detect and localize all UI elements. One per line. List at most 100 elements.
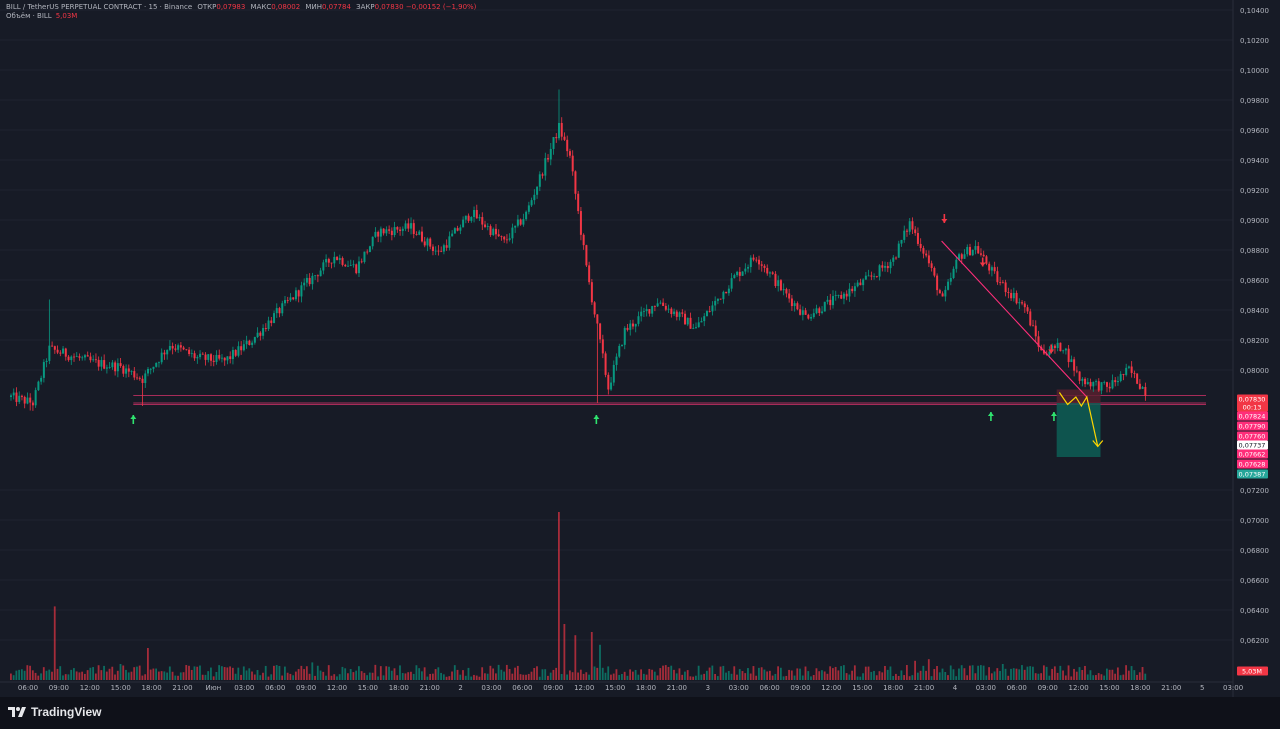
volume-bar [174, 675, 177, 680]
volume-bar [144, 674, 147, 680]
symbol-title[interactable]: BILL / TetherUS PERPETUAL CONTRACT · 15 … [6, 3, 193, 11]
volume-bar [851, 670, 853, 680]
volume-bar [366, 675, 368, 680]
volume-bar [459, 674, 462, 680]
volume-bar [966, 675, 969, 680]
candle-body [574, 171, 577, 194]
time-tick-label: 18:00 [142, 684, 162, 692]
volume-bar [379, 666, 382, 680]
volume-bar [651, 669, 653, 680]
volume-bar [349, 669, 352, 680]
volume-bar [714, 673, 716, 680]
time-tick-label: 06:00 [265, 684, 285, 692]
candle-body [705, 311, 708, 317]
target-zone[interactable] [1056, 389, 1101, 458]
candle-body [368, 246, 371, 252]
price-axis-badge-text: 0,07830 [1239, 396, 1266, 404]
volume-bar [423, 667, 426, 680]
horizontal-levels[interactable] [133, 395, 1206, 405]
candle-body [653, 306, 656, 307]
candle-body [848, 288, 851, 297]
candle-body [905, 230, 908, 232]
volume-bar [1084, 665, 1086, 680]
volume-bar [481, 667, 484, 680]
volume-bar [207, 671, 210, 680]
volume-bar [1106, 668, 1108, 680]
price-axis-badge [1237, 411, 1268, 421]
volume-bar [1062, 670, 1064, 680]
candle-body [242, 344, 245, 351]
volume-bar [1045, 666, 1048, 680]
candle-body [467, 215, 470, 221]
candle-body [579, 211, 582, 235]
candle-body [393, 227, 396, 236]
volume-bar [308, 673, 311, 680]
candle-body [530, 200, 533, 206]
candle-body [404, 223, 407, 229]
change-value: −0,00152 (−1,90%) [405, 3, 477, 11]
drawing-annotations[interactable] [130, 214, 1104, 448]
volume-bar [862, 673, 864, 680]
candle-body [1067, 348, 1070, 363]
candle-body [218, 354, 221, 359]
candle-body [634, 323, 637, 327]
volume-bar [333, 674, 336, 680]
candle-body [659, 302, 662, 304]
candle-body [111, 362, 114, 368]
volume-bar [1037, 673, 1040, 680]
green-arrow-up-icon [593, 415, 600, 424]
candle-body [936, 275, 939, 291]
volume-bar [505, 664, 508, 680]
candle-body [1053, 345, 1056, 348]
volume-bar [155, 668, 158, 680]
volume-bar [456, 669, 459, 680]
candle-body [185, 349, 188, 351]
price-chart[interactable]: 0,10400 0,10200 0,10000 0,09800 0,09600 0,094… [0, 0, 1280, 697]
candle-body [1062, 350, 1065, 352]
candle-body [78, 356, 81, 358]
candle-body [83, 355, 86, 358]
candle-body [678, 312, 681, 317]
candle-body [1048, 351, 1051, 355]
volume-bar [325, 675, 327, 680]
volume-bar [1122, 674, 1125, 680]
volume-bar [818, 671, 821, 680]
candle-body [599, 323, 602, 340]
volume-bar [771, 675, 774, 680]
price-axis[interactable]: 0,10400 0,10200 0,10000 0,09800 0,09600 0,094… [0, 0, 1269, 697]
candle-body [829, 299, 832, 306]
volume-bar [856, 676, 859, 680]
volume-bar [237, 667, 240, 680]
volume-bar [615, 669, 618, 680]
candle-body [990, 267, 993, 271]
volume-bar [75, 671, 78, 680]
tradingview-brand[interactable]: TradingView [8, 705, 101, 719]
candle-body [673, 311, 676, 315]
time-axis[interactable]: 06:00 09:00 12:00 15:00 18:00 21:00 Июн 03:00 06… [18, 684, 1243, 692]
candle-body [278, 308, 281, 314]
volume-bar [434, 669, 437, 680]
volume-label[interactable]: Объём · BILL [6, 12, 52, 20]
candle-body [966, 247, 969, 255]
brand-name: TradingView [31, 705, 102, 719]
candle-body [64, 348, 67, 357]
price-axis-badge [1237, 459, 1268, 469]
volume-bar [777, 666, 779, 680]
price-axis-badge-text: 0,07662 [1239, 451, 1266, 459]
projection-arrowhead [1092, 440, 1104, 448]
volume-bar [51, 671, 53, 680]
volume-bar [34, 672, 37, 680]
candle-body [53, 346, 56, 350]
volume-bar [711, 665, 714, 680]
volume-bar [40, 673, 42, 680]
volume-bar [999, 670, 1001, 680]
candle-body [497, 234, 500, 237]
candle-body [637, 316, 640, 324]
volume-bar [727, 670, 730, 680]
volume-bar [171, 671, 174, 680]
volume-bar [1040, 673, 1043, 680]
low-label: МИН [305, 3, 322, 11]
volume-bar [1130, 666, 1133, 680]
volume-bar [1119, 675, 1122, 680]
candle-body [363, 251, 366, 262]
